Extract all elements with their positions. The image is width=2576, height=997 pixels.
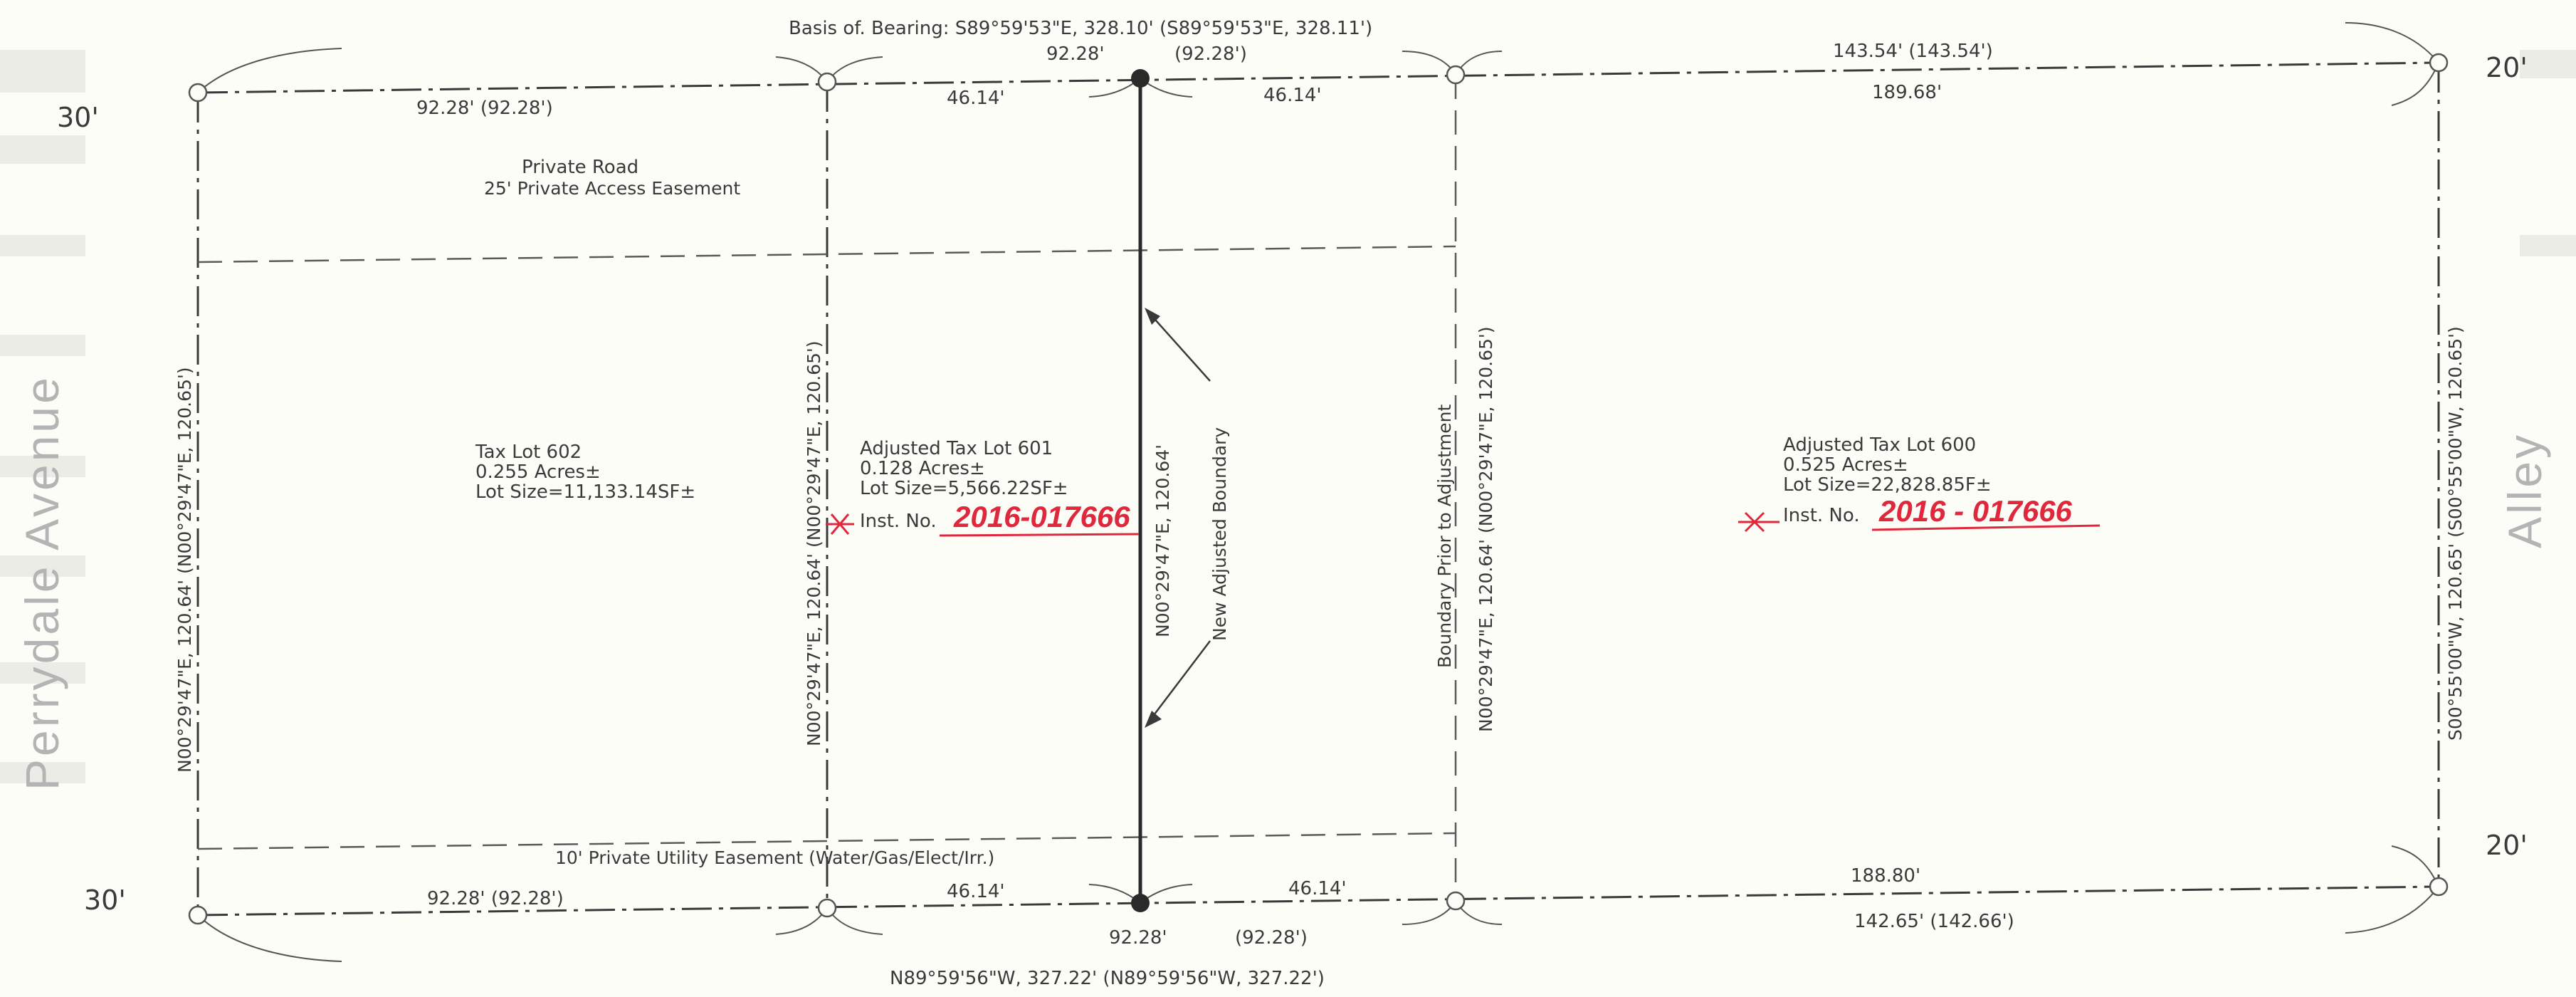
- lot602-acres: 0.255 Acres±: [475, 461, 601, 483]
- lot601-west-bearing: N00°29'47"E, 120.64' (N00°29'47"E, 120.6…: [804, 340, 824, 746]
- lot601-inst-underline: [939, 533, 1140, 537]
- scan-ghosting: [0, 50, 2576, 783]
- lot600-name: Adjusted Tax Lot 600: [1783, 434, 1976, 456]
- lot601-name: Adjusted Tax Lot 601: [860, 438, 1053, 459]
- utility-easement-line: [197, 832, 1456, 850]
- west-line-bearing: N00°29'47"E, 120.64' (N00°29'47"E, 120.6…: [174, 367, 195, 773]
- lot601-inst-number: 2016-017666: [953, 500, 1130, 533]
- lot600-inst-label: Inst. No.: [1783, 505, 1860, 526]
- prior-boundary-note: Boundary Prior to Adjustment: [1434, 404, 1455, 668]
- lot601-size: Lot Size=5,566.22SF±: [860, 478, 1068, 499]
- private-road-label: Private Road: [522, 157, 638, 178]
- boundary-arrows: [1145, 308, 1211, 728]
- north-seg2-right-half: 46.14': [1263, 85, 1322, 106]
- lot600-inst-number: 2016 - 017666: [1878, 494, 2073, 528]
- lot600-size: Lot Size=22,828.85F±: [1783, 474, 1992, 496]
- lot601-acres: 0.128 Acres±: [860, 458, 985, 479]
- basis-of-bearing: Basis of. Bearing: S89°59'53"E, 328.10' …: [789, 18, 1372, 39]
- lot600-inst-underline: [1871, 524, 2101, 531]
- east-line-bearing: S00°55'00"W, 120.65' (S00°55'00"W, 120.6…: [2445, 326, 2466, 741]
- south-seg2-distance: 92.28': [1109, 927, 1167, 949]
- outer-boundary: [196, 61, 2440, 917]
- south-line-bearing: N89°59'56"W, 327.22' (N89°59'56"W, 327.2…: [890, 968, 1325, 989]
- private-road-easement-line: [197, 245, 1456, 263]
- north-seg3-distance: 189.68': [1872, 82, 1942, 103]
- private-access-easement-label: 25' Private Access Easement: [484, 178, 740, 199]
- width-label-ne: 20': [2486, 52, 2528, 83]
- south-seg2-record: (92.28'): [1235, 927, 1308, 949]
- monuments: [188, 53, 2449, 925]
- utility-easement-label: 10' Private Utility Easement (Water/Gas/…: [555, 847, 994, 868]
- south-seg2-right-half: 46.14': [1288, 878, 1347, 899]
- width-label-se: 20': [2486, 830, 2528, 861]
- new-boundary-note: New Adjusted Boundary: [1209, 427, 1230, 641]
- lot601-inst-mark: [826, 513, 854, 535]
- south-seg3-distance: 188.80': [1851, 865, 1920, 887]
- north-seg1-distance: 92.28' (92.28'): [416, 98, 553, 119]
- north-seg2-record: (92.28'): [1174, 43, 1247, 65]
- north-seg2-left-half: 46.14': [947, 88, 1005, 109]
- south-seg3-distance-record: 142.65' (142.66'): [1854, 911, 2014, 932]
- lot602-name: Tax Lot 602: [475, 442, 582, 463]
- south-seg2-left-half: 46.14': [947, 881, 1005, 902]
- lot601-inst-label: Inst. No.: [860, 511, 937, 532]
- width-label-nw: 30': [57, 102, 99, 133]
- street-label-west: Perrydale Avenue: [16, 375, 68, 790]
- north-seg3-distance-record: 143.54' (143.54'): [1833, 41, 1993, 62]
- new-boundary-bearing: N00°29'47"E, 120.64': [1152, 444, 1173, 637]
- lot600-acres: 0.525 Acres±: [1783, 454, 1908, 476]
- street-label-east: Alley: [2498, 432, 2551, 548]
- north-seg2-distance: 92.28': [1046, 43, 1105, 65]
- lot602-size: Lot Size=11,133.14SF±: [475, 481, 695, 503]
- width-label-sw: 30': [84, 884, 126, 916]
- prior-boundary-bearing: N00°29'47"E, 120.64' (N00°29'47"E, 120.6…: [1476, 326, 1496, 732]
- south-seg1-distance: 92.28' (92.28'): [427, 888, 564, 909]
- lot600-inst-mark: [1738, 511, 1779, 533]
